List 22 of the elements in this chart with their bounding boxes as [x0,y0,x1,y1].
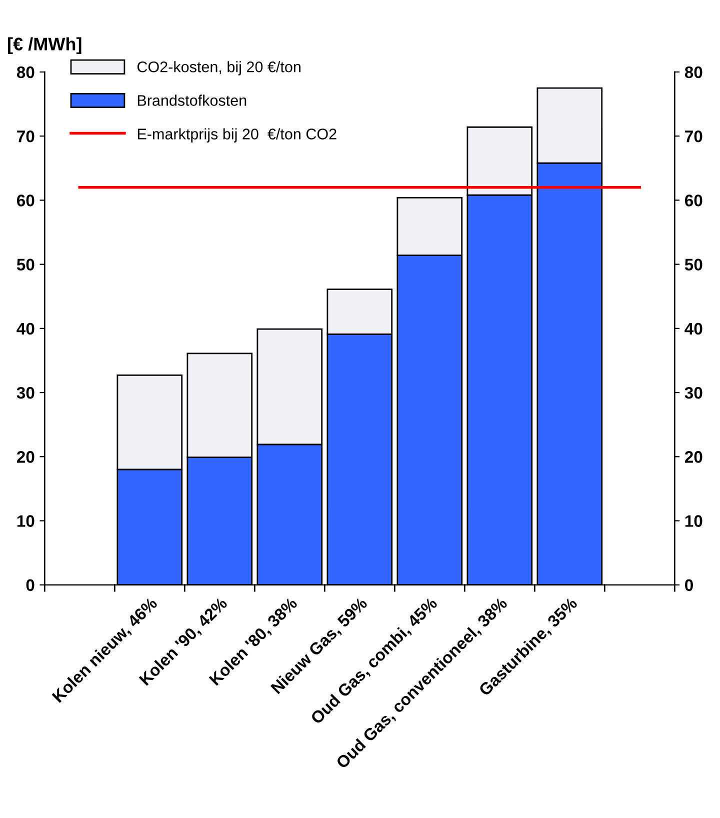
y-tick-label: 30 [16,386,34,399]
y-tick-label: 40 [16,322,34,335]
y-tick-label: 80 [16,66,34,78]
y-tick-label: 70 [17,130,34,142]
legend-label: E-marktprijs bij 20 €/ton CO2 [138,128,336,142]
legend-label: Brandstofkosten [138,94,246,106]
y2-tick-label: 0 [685,579,693,592]
y2-tick-label: 50 [684,258,702,271]
y-axis-title: [€ /MWh] [8,37,82,54]
y2-tick-label: 60 [684,194,702,206]
y-tick-label: 0 [26,579,34,592]
legend-label: CO2-kosten, bij 20 €/ton [137,61,300,76]
y-tick-label: 60 [16,194,34,206]
y-tick-label: 10 [17,515,34,527]
y2-tick-label: 10 [685,515,702,527]
y2-tick-label: 70 [685,130,702,142]
y2-tick-label: 40 [684,322,702,335]
y-tick-label: 20 [16,451,34,463]
y2-tick-label: 80 [684,66,702,78]
y2-tick-label: 30 [684,386,702,399]
y-tick-label: 50 [16,258,34,271]
y2-tick-label: 20 [684,451,702,463]
